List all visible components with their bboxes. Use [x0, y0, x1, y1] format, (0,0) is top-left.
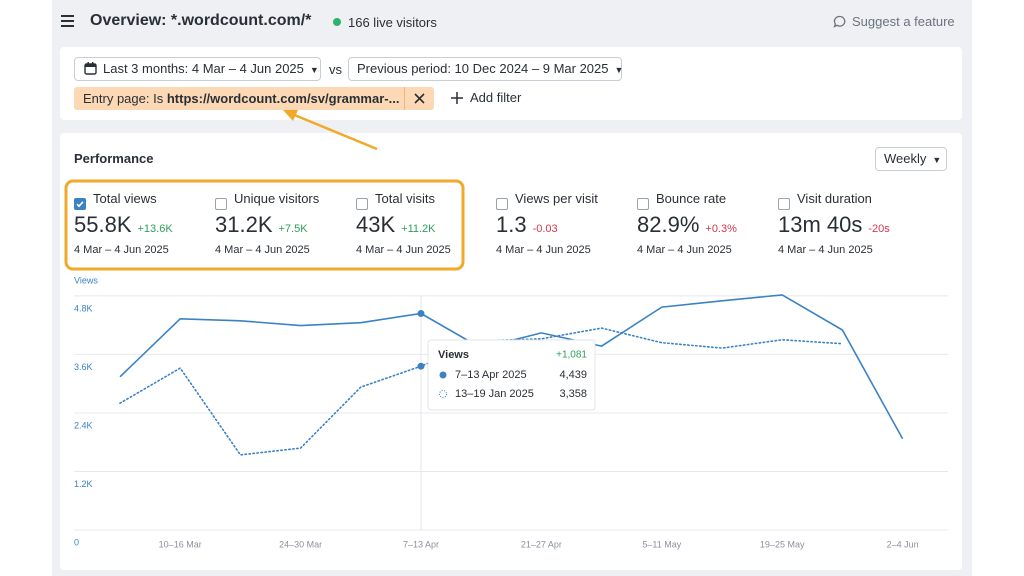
tooltip-delta: +1,081: [556, 350, 587, 361]
calendar-icon: [84, 62, 97, 75]
x-tick-label: 19–25 May: [760, 539, 805, 549]
x-tick-label: 21–27 Apr: [521, 539, 562, 549]
y-tick-label: 1.2K: [74, 479, 93, 489]
metric-delta: +11.2K: [401, 223, 436, 235]
x-tick-label: 2–4 Jun: [887, 539, 919, 549]
metric-row: 1.3 -0.03: [496, 212, 558, 238]
x-tick-label: 7–13 Apr: [403, 539, 439, 549]
checkbox[interactable]: [215, 198, 227, 210]
checkbox[interactable]: [637, 198, 649, 210]
entry-filter-value: https://wordcount.com/sv/grammar-...: [166, 91, 400, 106]
metric-range: 4 Mar – 4 Jun 2025: [496, 244, 591, 256]
metric-label: Total visits: [375, 191, 435, 206]
period: Last 3 months: 4 Mar – 4 Jun 2025: [103, 61, 304, 76]
arrow-head: [283, 110, 298, 121]
metric-value: 55.8K: [74, 212, 132, 237]
metric-row: 82.9% +0.3%: [637, 212, 737, 238]
tooltip-row-value: 3,358: [559, 388, 587, 400]
metric-delta: -20s: [868, 223, 890, 235]
metric-value: 13m 40s: [778, 212, 863, 237]
metric: Visit duration 13m 40s -20s 4 Mar – 4 Jun 2…: [778, 186, 918, 256]
metric: Views per visit 1.3 -0.03 4 Mar – 4 Jun 202…: [496, 186, 636, 256]
plus-icon: [451, 92, 463, 104]
metric-label: Views per visit: [515, 191, 598, 206]
metric-value: 43K: [356, 212, 396, 237]
metric-delta: +7.5K: [278, 223, 308, 235]
metric: Unique visitors 31.2K +7.5K 4 Mar – 4 Jun 2…: [215, 186, 355, 256]
performance-title: Performance: [74, 151, 154, 166]
metric-row: 31.2K +7.5K: [215, 212, 308, 238]
tooltip-row-label: 13–19 Jan 2025: [455, 388, 534, 400]
metric: Total visits 43K +11.2K 4 Mar – 4 Jun 2025: [356, 186, 496, 256]
metric-delta: +13.6K: [137, 223, 173, 235]
hover-point: [417, 309, 425, 317]
metric-row: 55.8K +13.6K: [74, 212, 173, 238]
metric-label: Unique visitors: [234, 191, 320, 206]
highlight-box: [64, 179, 465, 271]
metric-delta: -0.03: [532, 223, 558, 235]
hover-point: [417, 362, 425, 370]
tooltip-row-value: 4,439: [559, 369, 587, 381]
menu-icon[interactable]: [61, 15, 75, 27]
period-select[interactable]: Last 3 months: 4 Mar – 4 Jun 2025 ▼: [74, 57, 321, 81]
metric-row: 43K +11.2K: [356, 212, 436, 238]
checkbox[interactable]: [356, 198, 368, 210]
tooltip-swatch: [439, 371, 447, 379]
metric-label: Bounce rate: [656, 191, 727, 206]
x-tick-label: 10–16 Mar: [159, 539, 202, 549]
comparison: Previous period: 10 Dec 2024 – 9 Mar 202…: [357, 61, 609, 76]
y-tick-label: 3.6K: [74, 362, 93, 372]
live-visitors: 166 live visitors: [348, 15, 437, 30]
y-axis-label: Views: [74, 275, 98, 285]
metric-value: 82.9%: [637, 212, 700, 237]
remove-filter[interactable]: [404, 87, 434, 110]
x-tick-label: 24–30 Mar: [279, 539, 322, 549]
metric-label: Visit duration: [797, 191, 872, 206]
metric-range: 4 Mar – 4 Jun 2025: [356, 244, 451, 256]
metric-value: 1.3: [496, 212, 527, 237]
checkbox[interactable]: [496, 198, 508, 210]
y-tick-label: 4.8K: [74, 303, 93, 313]
metric-range: 4 Mar – 4 Jun 2025: [74, 244, 169, 256]
tooltip-swatch: [439, 390, 447, 398]
metric-range: 4 Mar – 4 Jun 2025: [215, 244, 310, 256]
metric-label: Total views: [93, 191, 157, 206]
live-dot: [333, 18, 341, 26]
tooltip: Views +1,081 7–13 Apr 2025 4,439 13–19 Jan 2…: [427, 339, 596, 411]
comparison-select[interactable]: Previous period: 10 Dec 2024 – 9 Mar 202…: [348, 57, 623, 81]
suggest-feature[interactable]: Suggest a feature: [852, 14, 955, 29]
metric: Total views 55.8K +13.6K 4 Mar – 4 Jun 2025: [74, 186, 214, 256]
vs-label: vs: [329, 62, 342, 77]
metric-row: 13m 40s -20s: [778, 212, 890, 238]
suggest-icon: [833, 15, 846, 28]
tooltip-title: Views: [438, 349, 469, 361]
checkbox[interactable]: [74, 198, 86, 210]
y-tick-label: 2.4K: [74, 420, 93, 430]
metric: Bounce rate 82.9% +0.3% 4 Mar – 4 Jun 2025: [637, 186, 777, 256]
add-filter[interactable]: Add filter: [470, 90, 522, 105]
series-line: [119, 327, 844, 456]
x-tick-label: 5–11 May: [642, 539, 681, 549]
entry-filter-chip[interactable]: Entry page: Is https://wordcount.com/sv/…: [74, 87, 434, 110]
tooltip-box: [427, 339, 596, 411]
metric-range: 4 Mar – 4 Jun 2025: [637, 244, 732, 256]
tooltip-row-label: 7–13 Apr 2025: [455, 369, 527, 381]
y-tick-label: 0: [74, 537, 79, 547]
metric-value: 31.2K: [215, 212, 273, 237]
annotation-arrow: [291, 112, 378, 151]
metric-delta: +0.3%: [705, 223, 737, 235]
entry-filter-prefix: Entry page: Is: [83, 91, 164, 106]
metric-range: 4 Mar – 4 Jun 2025: [778, 244, 873, 256]
page-title: Overview: *.wordcount.com/*: [90, 12, 312, 29]
interval: Weekly: [884, 151, 927, 166]
interval-select[interactable]: Weekly ▼: [875, 147, 947, 171]
checkbox[interactable]: [778, 198, 790, 210]
